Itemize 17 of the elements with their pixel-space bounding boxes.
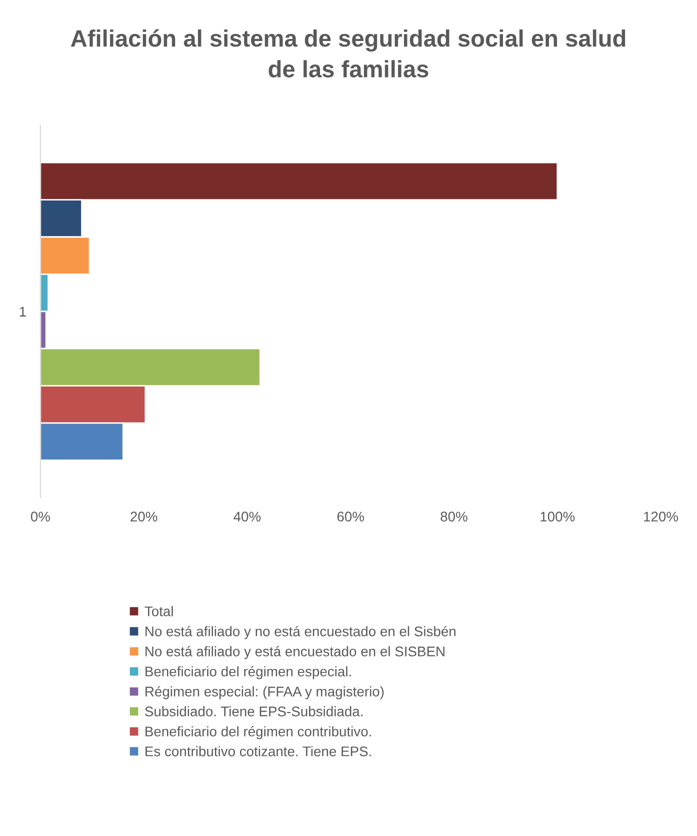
legend-label: Beneficiario del régimen especial. (146, 666, 351, 680)
legend-label: Total (144, 606, 173, 616)
legend-label: No está afiliado y no está encuestado en el Sisbén (146, 626, 456, 640)
legend-label: Beneficiario del régimen contributivo. (146, 726, 371, 740)
legend-label: Régimen especial: (FFAA y magisterio) (146, 686, 384, 700)
legend-label: Es contributivo cotizante. Tiene EPS. (146, 746, 371, 756)
y-tick-label: 1 (20, 306, 26, 316)
chart-title: Afiliación al sistema de seguridad social en salud de las familias (70, 29, 626, 78)
x-tick-label: 40% (234, 512, 261, 522)
x-tick-label: 80% (440, 512, 468, 522)
x-tick-label: 120% (644, 512, 678, 522)
x-tick-label: 20% (130, 512, 158, 522)
x-tick-label: 60% (337, 512, 364, 522)
x-tick-label: 100% (540, 512, 575, 522)
legend-label: No está afiliado y está encuestado en el SISBEN (146, 646, 444, 660)
legend-label: Subsidiado. Tiene EPS-Subsidiada. (145, 706, 362, 716)
x-tick-label: 0% (30, 512, 50, 522)
